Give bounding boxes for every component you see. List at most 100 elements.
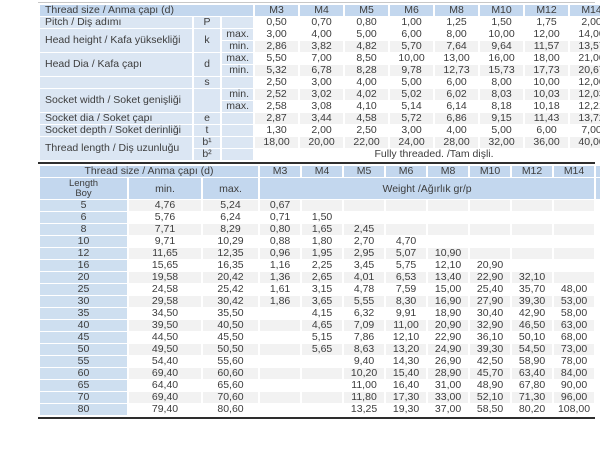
weight-cell: 27,90 xyxy=(470,296,511,307)
max-cell: 10,29 xyxy=(217,236,244,247)
weight-header-row-1: Thread size / Anma çapı (d) M3 M4 M5 M6 M8 M1… xyxy=(40,166,600,177)
length-cell: 55 xyxy=(40,356,127,367)
dim-size-header: M6 xyxy=(390,5,434,16)
dim-value: 6,00 xyxy=(536,125,557,136)
weight-cell: 54,50 xyxy=(512,344,553,355)
dim-row-sub-label: min. xyxy=(222,89,254,100)
weight-cell: 67,80 xyxy=(518,380,546,391)
weight-cell: 16,40 xyxy=(392,380,420,391)
dim-note: Fully threaded. /Tam dişli. xyxy=(374,149,494,160)
row-spacer-cell xyxy=(596,380,600,391)
weight-cell xyxy=(260,392,301,403)
dim-value: 4,02 xyxy=(345,89,389,100)
max-cell: 20,42 xyxy=(203,272,259,283)
weight-cell: 0,96 xyxy=(260,248,301,259)
length-cell: 10 xyxy=(40,236,127,247)
dim-value: 17,73 xyxy=(525,65,569,76)
weight-cell: 5,55 xyxy=(344,296,385,307)
min-cell: 11,65 xyxy=(129,248,201,259)
min-cell: 64,40 xyxy=(151,380,179,391)
dim-value: 8,50 xyxy=(356,53,377,64)
dim-value: 2,86 xyxy=(255,41,299,52)
weight-cell xyxy=(470,224,511,235)
weight-row: 70 69,40 70,60 11,80 17,30 33,00 52,10 71,30 96,… xyxy=(40,392,600,403)
weight-cell: 13,25 xyxy=(350,404,378,415)
weight-cell xyxy=(260,368,301,379)
weight-cell xyxy=(428,236,468,247)
dim-value: 5,00 xyxy=(401,77,422,88)
dim-value: 1,30 xyxy=(266,125,287,136)
weight-cell xyxy=(554,212,594,223)
weight-cell: 32,90 xyxy=(470,320,511,331)
weight-cell: 4,78 xyxy=(353,284,375,295)
weight-cell: 9,91 xyxy=(395,308,417,319)
max-cell: 35,50 xyxy=(217,308,244,319)
weight-row: 45 44,50 45,50 5,15 7,86 12,10 22,90 36,10 50,10… xyxy=(40,332,600,343)
dim-row-sub-label xyxy=(222,125,254,136)
weight-cell xyxy=(554,200,595,211)
weight-cell: 1,86 xyxy=(260,296,301,307)
row-spacer-cell xyxy=(596,212,600,223)
dim-value: 0,80 xyxy=(356,17,377,28)
min-cell: 5,76 xyxy=(154,212,176,223)
weight-cell: 1,50 xyxy=(311,212,333,223)
table-divider xyxy=(38,162,595,164)
row-spacer-cell xyxy=(596,260,600,271)
min-cell: 69,40 xyxy=(129,368,201,379)
dim-row: Thread length / Diş uzunluğu b¹ 18,00 20,00… xyxy=(40,137,600,160)
length-cell: 25 xyxy=(40,284,127,295)
dim-value: 6,02 xyxy=(435,89,479,100)
weight-cell: 80,20 xyxy=(518,404,546,415)
min-cell: 4,76 xyxy=(129,200,201,211)
dim-row-sub-label: min. xyxy=(222,41,254,52)
dim-size-header: M3 xyxy=(255,5,299,16)
weight-cell: 22,90 xyxy=(434,332,462,343)
min-cell: 9,71 xyxy=(154,236,176,247)
dim-row-symbol: b² xyxy=(194,149,220,160)
length-cell: 60 xyxy=(40,368,127,379)
weight-cell: 58,00 xyxy=(560,308,588,319)
dim-row-label: Pitch / Diş adımı xyxy=(40,17,192,28)
dim-value: 5,00 xyxy=(491,125,512,136)
dim-value: 13,57 xyxy=(570,41,600,52)
dim-value: 8,03 xyxy=(480,89,524,100)
bottom-divider xyxy=(38,417,595,419)
weight-cell xyxy=(554,248,595,259)
weight-cell: 48,00 xyxy=(560,284,588,295)
dim-value: 2,00 xyxy=(581,17,600,28)
weight-size-header: M3 xyxy=(260,166,301,177)
dim-value: 10,00 xyxy=(398,53,425,64)
dim-row: b² Fully threaded. /Tam dişli. xyxy=(40,149,600,160)
dim-value: 9,15 xyxy=(480,113,524,124)
dim-value: 1,75 xyxy=(536,17,557,28)
max-column-header: max. xyxy=(203,178,259,199)
weight-cell xyxy=(260,380,300,391)
dim-value: 4,58 xyxy=(345,113,389,124)
weight-cell: 50,10 xyxy=(518,332,546,343)
dim-value: 0,50 xyxy=(266,17,287,28)
weight-row: 55 54,40 55,60 9,40 14,30 26,90 42,50 58,90 78,0… xyxy=(40,356,600,367)
dim-value: 20,00 xyxy=(300,137,344,148)
dim-value: 1,25 xyxy=(446,17,467,28)
weight-cell xyxy=(260,308,300,319)
dim-value: 6,14 xyxy=(446,101,467,112)
weight-cell: 3,45 xyxy=(353,260,375,271)
dim-value: 5,70 xyxy=(390,41,434,52)
row-spacer-cell xyxy=(596,296,600,307)
weight-cell: 4,01 xyxy=(344,272,385,283)
max-cell: 70,60 xyxy=(203,392,259,403)
weight-unit-header: Weight /Ağırlık gr/p xyxy=(260,178,595,199)
row-spacer-cell xyxy=(596,392,600,403)
weight-cell: 26,90 xyxy=(434,356,462,367)
weight-cell: 8,63 xyxy=(344,344,385,355)
weight-cell: 58,90 xyxy=(518,356,546,367)
dim-value: 11,57 xyxy=(525,41,569,52)
dim-row: Socket dia / Soket çapı e 2,87 3,44 4,58 5,72… xyxy=(40,113,600,124)
weight-cell xyxy=(386,200,427,211)
header-spacer-cell xyxy=(596,166,600,177)
dim-row: Head height / Kafa yüksekliği k max. 3,00 4,… xyxy=(40,29,600,52)
dim-value: 10,18 xyxy=(533,101,560,112)
weight-row: 50 49,50 50,50 5,65 8,63 13,20 24,90 39,30 54,50… xyxy=(40,344,600,355)
row-spacer-cell xyxy=(596,332,600,343)
row-spacer-cell xyxy=(596,320,600,331)
